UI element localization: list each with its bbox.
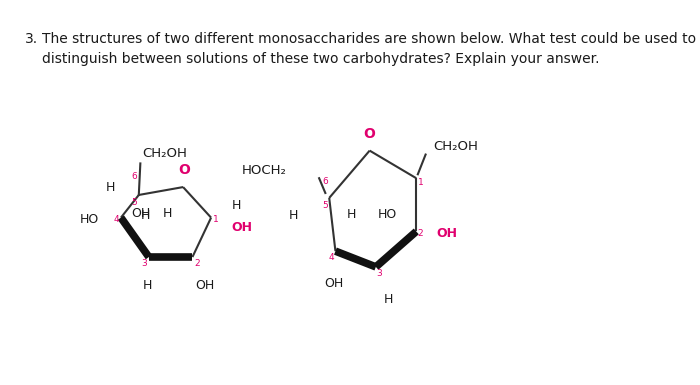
Text: H: H (346, 208, 356, 221)
Text: 4: 4 (113, 215, 120, 224)
Text: OH: OH (132, 207, 150, 219)
Text: 3.: 3. (25, 32, 38, 46)
Text: 4: 4 (329, 253, 335, 262)
Text: 6: 6 (132, 172, 137, 181)
Text: H: H (289, 209, 298, 222)
Text: OH: OH (437, 227, 458, 240)
Text: 6: 6 (323, 177, 328, 186)
Text: 1: 1 (213, 215, 218, 224)
Text: 2: 2 (194, 259, 199, 268)
Text: 3: 3 (376, 269, 382, 278)
Text: H: H (231, 199, 241, 212)
Text: 5: 5 (132, 198, 137, 207)
Text: OH: OH (231, 221, 252, 234)
Text: CH₂OH: CH₂OH (142, 147, 187, 160)
Text: O: O (178, 163, 190, 177)
Text: OH: OH (195, 279, 215, 292)
Text: H: H (163, 207, 172, 219)
Text: HO: HO (377, 208, 397, 221)
Text: The structures of two different monosaccharides are shown below. What test could: The structures of two different monosacc… (41, 32, 696, 66)
Text: O: O (364, 127, 376, 141)
Text: OH: OH (324, 277, 344, 290)
Text: HOCH₂: HOCH₂ (241, 164, 286, 177)
Text: H: H (140, 209, 150, 222)
Text: HO: HO (80, 213, 99, 226)
Text: H: H (384, 293, 393, 306)
Text: H: H (143, 279, 152, 292)
Text: 1: 1 (418, 178, 424, 187)
Text: 3: 3 (141, 259, 147, 268)
Text: 2: 2 (418, 229, 424, 238)
Text: 5: 5 (323, 201, 328, 210)
Text: CH₂OH: CH₂OH (433, 140, 478, 153)
Text: H: H (106, 181, 116, 194)
